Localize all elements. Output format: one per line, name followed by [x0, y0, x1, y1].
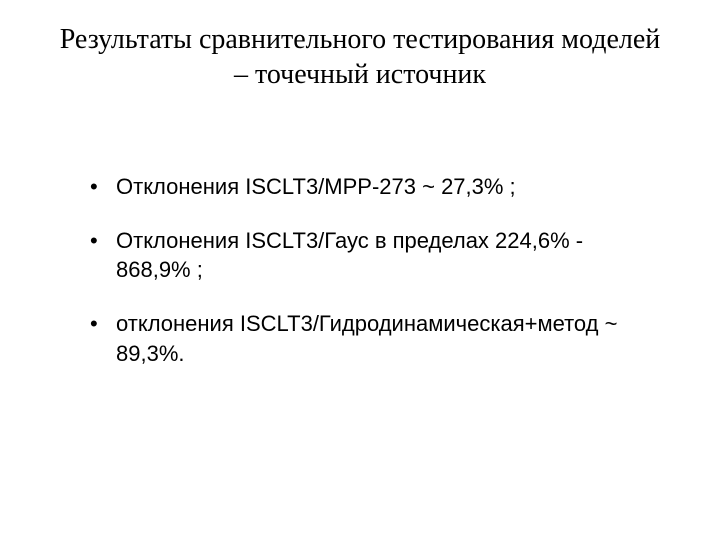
slide: Результаты сравнительного тестирования м…	[0, 0, 720, 540]
list-item: отклонения ISCLT3/Гидродинамическая+мето…	[90, 309, 660, 368]
list-item: Отклонения ISCLT3/Гаус в пределах 224,6%…	[90, 226, 660, 285]
slide-title: Результаты сравнительного тестирования м…	[50, 22, 670, 92]
bullet-list: Отклонения ISCLT3/МРР-273 ~ 27,3% ; Откл…	[50, 172, 670, 368]
list-item: Отклонения ISCLT3/МРР-273 ~ 27,3% ;	[90, 172, 660, 202]
